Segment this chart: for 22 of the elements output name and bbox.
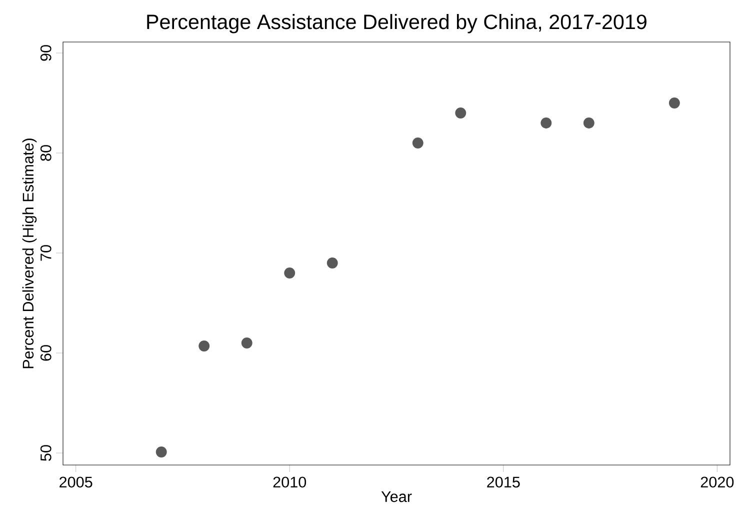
point bbox=[455, 108, 466, 118]
x-tick-label: 2020 bbox=[700, 476, 734, 488]
x-tick-label: 2010 bbox=[273, 476, 306, 488]
point bbox=[668, 98, 680, 108]
x-tick-label: 2005 bbox=[60, 476, 92, 488]
y-tick-label: 80 bbox=[40, 145, 52, 161]
point bbox=[583, 118, 594, 128]
point bbox=[284, 268, 296, 278]
y-tick-label: 90 bbox=[40, 45, 52, 61]
chart-title: Percentage Assistance Delivered by China, 2017-2019 bbox=[147, 14, 646, 34]
point bbox=[198, 340, 210, 352]
y-tick-label: 60 bbox=[40, 345, 52, 361]
point bbox=[241, 338, 252, 348]
y-tick-label: 50 bbox=[40, 445, 52, 461]
point bbox=[412, 138, 424, 148]
y-tick-label: 70 bbox=[40, 245, 52, 261]
point bbox=[156, 446, 167, 458]
x-tick-label: 2015 bbox=[487, 476, 520, 488]
point bbox=[540, 118, 552, 128]
point bbox=[326, 258, 338, 268]
y-axis-title: Percent Delivered (High Estimate) bbox=[22, 138, 37, 368]
x-axis-title: Year bbox=[381, 491, 412, 502]
